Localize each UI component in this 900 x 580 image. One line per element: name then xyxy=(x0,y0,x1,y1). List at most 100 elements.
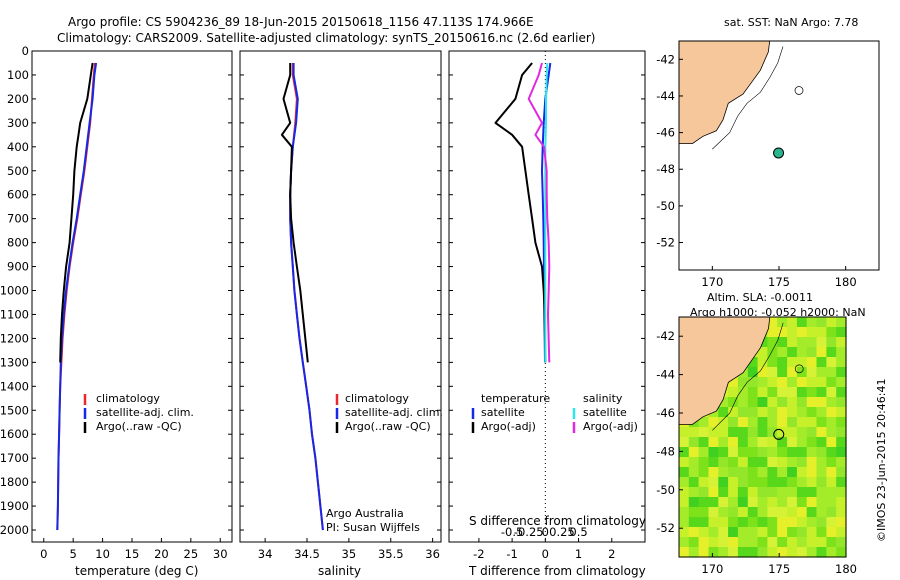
sla-cell xyxy=(747,477,759,488)
sla-cell xyxy=(747,517,759,528)
sla-cell xyxy=(767,497,778,508)
sla-cell xyxy=(737,457,749,468)
sla-cell xyxy=(718,457,729,468)
sla-cell xyxy=(708,497,719,508)
sla-cell xyxy=(718,507,729,518)
sla-cell xyxy=(777,457,788,468)
sla-cell xyxy=(718,477,729,488)
sla-cell xyxy=(836,507,847,518)
sla-cell xyxy=(728,477,739,488)
sla-cell xyxy=(747,507,759,518)
sla-cell xyxy=(737,527,749,538)
sla-cell xyxy=(826,427,837,438)
sla-cell xyxy=(826,397,837,408)
ytick-label: 700 xyxy=(7,212,29,226)
sla-cell xyxy=(836,477,847,488)
sla-cell xyxy=(757,527,768,538)
sla-cell xyxy=(836,487,847,498)
sla-cell xyxy=(728,397,739,408)
sla-cell xyxy=(777,347,788,358)
temp-legend-argo: Argo(..raw -QC) xyxy=(96,420,182,433)
map-xtick-label: 170 xyxy=(701,275,723,289)
sla-cell xyxy=(787,447,798,458)
diff-series-3 xyxy=(527,62,551,363)
sla-cell xyxy=(737,447,749,458)
diff-series-2 xyxy=(544,62,549,363)
sla-cell xyxy=(796,427,808,438)
sla-cell xyxy=(757,357,768,368)
sla-cell xyxy=(708,457,719,468)
sla-cell xyxy=(787,417,798,428)
sla-cell xyxy=(767,417,778,428)
sla-cell xyxy=(787,517,798,528)
sla-cell xyxy=(777,357,788,368)
sla-cell xyxy=(796,357,808,368)
sal-xtick-label: 34.5 xyxy=(294,547,320,561)
sla-cell xyxy=(816,427,827,438)
sla-cell xyxy=(777,527,788,538)
sla-cell xyxy=(806,317,818,328)
sla-cell xyxy=(737,387,749,398)
ytick-label: 1900 xyxy=(0,499,29,513)
sal-legend-satellite: satellite-adj. clim. xyxy=(345,406,443,419)
sal-legend-argo: Argo(..raw -QC) xyxy=(345,420,431,433)
sla-cell xyxy=(708,547,719,558)
credit-org: Argo Australia xyxy=(326,507,404,520)
sla-cell xyxy=(777,417,788,428)
sla-cell xyxy=(836,337,847,348)
sla-cell xyxy=(806,427,818,438)
sla-cell xyxy=(708,427,719,438)
sla-cell xyxy=(688,547,700,558)
sla-cell xyxy=(836,367,847,378)
sla-cell xyxy=(679,477,690,488)
sla-cell xyxy=(777,327,788,338)
sla-cell xyxy=(718,447,729,458)
sla-cell xyxy=(728,487,739,498)
sal-series-1 xyxy=(289,63,324,531)
map-ytick-label: -42 xyxy=(656,329,675,343)
sla-cell xyxy=(816,347,827,358)
sla-cell xyxy=(728,497,739,508)
temp-series-2 xyxy=(59,62,94,363)
sal-panel-frame xyxy=(239,50,442,543)
sla-cell xyxy=(806,337,818,348)
sla-cell xyxy=(767,397,778,408)
sla-cell xyxy=(806,377,818,388)
map-xtick-label: 175 xyxy=(768,275,790,289)
sla-cell xyxy=(796,327,808,338)
map-xtick-label: 170 xyxy=(701,562,723,576)
sla-cell xyxy=(787,497,798,508)
sla-cell xyxy=(747,447,759,458)
sla-cell xyxy=(767,427,778,438)
ytick-label: 400 xyxy=(7,140,29,154)
sla-cell xyxy=(826,517,837,528)
sla-cell xyxy=(737,497,749,508)
sla-cell xyxy=(688,427,700,438)
sla-cell xyxy=(757,397,768,408)
sla-cell xyxy=(806,497,818,508)
sla-cell xyxy=(806,547,818,558)
sla-cell xyxy=(698,457,709,468)
sla-cell xyxy=(679,497,690,508)
sla-cell xyxy=(708,437,719,448)
sla-cell xyxy=(767,517,778,528)
sla-field xyxy=(679,317,847,558)
sla-cell xyxy=(777,467,788,478)
sla-cell xyxy=(679,547,690,558)
sla-cell xyxy=(796,317,808,328)
sla-cell xyxy=(777,497,788,508)
sla-cell xyxy=(826,487,837,498)
sla-cell xyxy=(708,467,719,478)
sla-cell xyxy=(826,317,837,328)
sla-cell xyxy=(816,477,827,488)
sla-cell xyxy=(836,327,847,338)
sla-cell xyxy=(816,447,827,458)
sla-cell xyxy=(826,437,837,448)
temp-xtick-label: 15 xyxy=(125,547,140,561)
sla-cell xyxy=(806,487,818,498)
sla-cell xyxy=(698,477,709,488)
sla-cell xyxy=(836,437,847,448)
diff-legend-sal-title: salinity xyxy=(583,392,623,405)
sla-cell xyxy=(688,517,700,528)
sla-cell xyxy=(679,507,690,518)
